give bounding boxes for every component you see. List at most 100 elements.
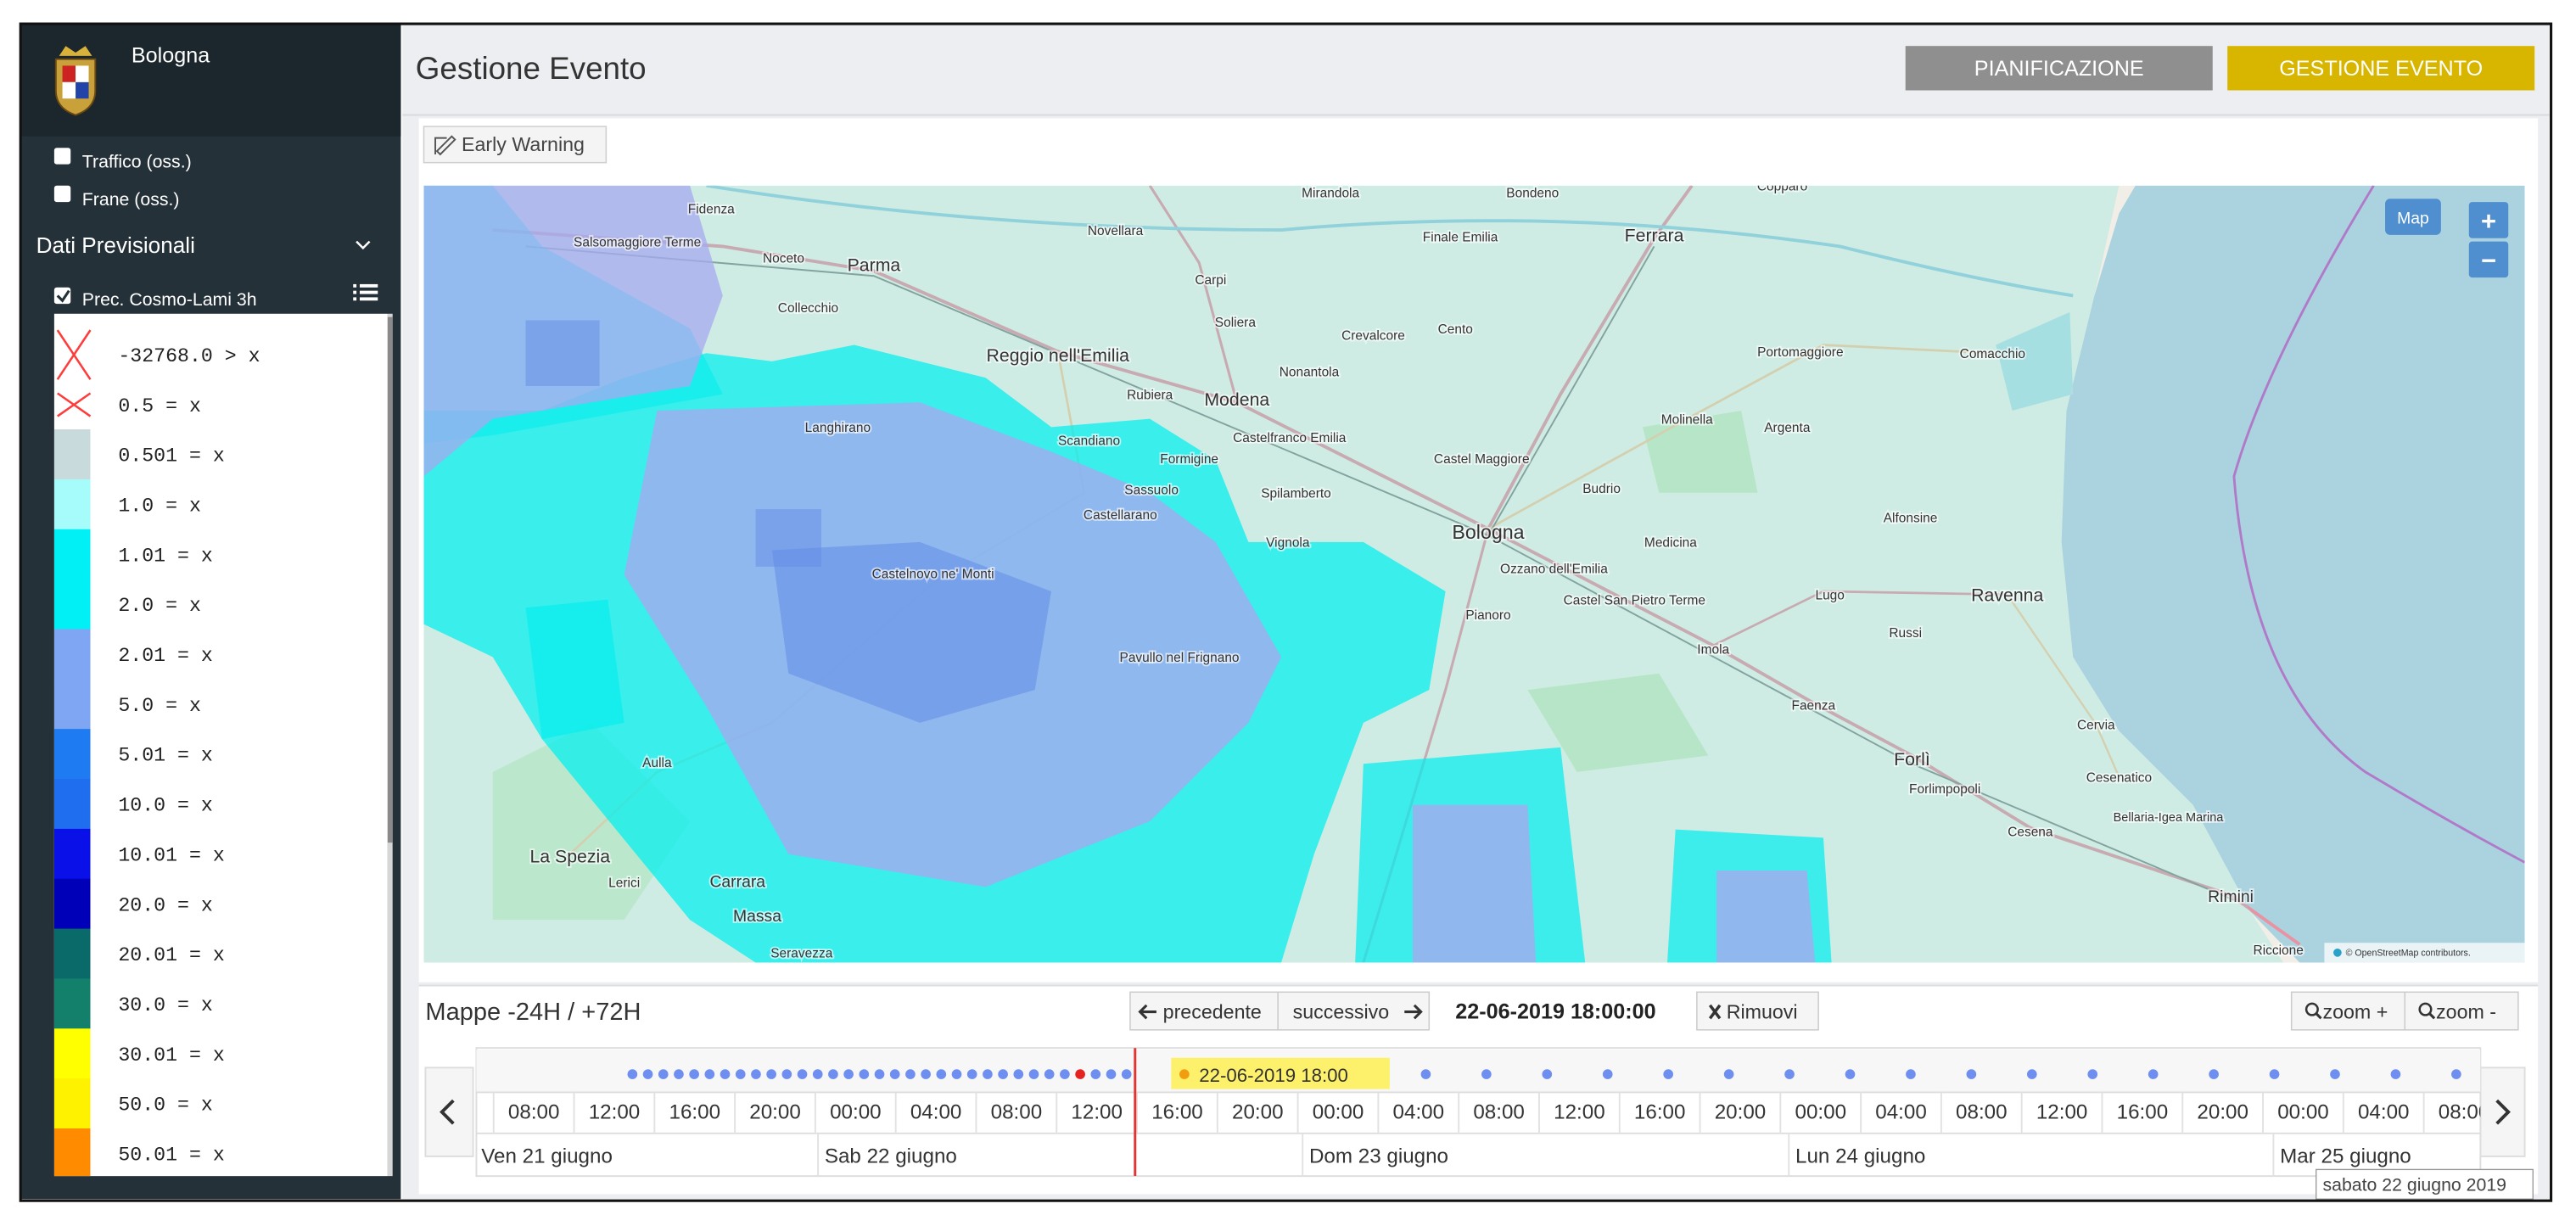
zoom-in-button[interactable] (2468, 202, 2509, 238)
current-time: 22-06-2019 18:00:00 (1455, 999, 1655, 1023)
place-label: Cervia (2077, 719, 2115, 733)
event-dot[interactable] (642, 1069, 653, 1079)
event-dot[interactable] (874, 1069, 885, 1079)
zoom-out-button[interactable] (2404, 991, 2519, 1031)
checkbox[interactable] (53, 185, 71, 203)
event-dot[interactable] (674, 1069, 684, 1079)
event-dot[interactable] (766, 1069, 776, 1079)
place-label: Faenza (1792, 698, 1836, 713)
event-dot[interactable] (2026, 1069, 2037, 1079)
place-label: Ferrara (1625, 226, 1684, 246)
selected-event-label: 22-06-2019 18:00 (1199, 1065, 1348, 1086)
legend-label: 0.501 = x (118, 445, 224, 467)
event-dot[interactable] (936, 1069, 947, 1079)
event-dot[interactable] (1906, 1069, 1916, 1079)
event-dot[interactable] (1028, 1069, 1039, 1079)
event-dot[interactable] (843, 1069, 854, 1079)
event-dot[interactable] (735, 1069, 746, 1079)
place-label: Mirandola (1302, 186, 1359, 200)
attribution-bg (2324, 943, 2525, 963)
event-dot[interactable] (2209, 1069, 2219, 1079)
event-dot[interactable] (781, 1069, 792, 1079)
event-dot[interactable] (751, 1069, 761, 1079)
event-dot[interactable] (2390, 1069, 2401, 1079)
place-label: Castelfranco Emilia (1233, 431, 1347, 445)
place-label: Modena (1204, 389, 1269, 410)
event-dot[interactable] (1075, 1069, 1085, 1079)
section-title: Dati Previsionali (36, 232, 195, 258)
next-button[interactable] (1277, 991, 1431, 1031)
event-dot[interactable] (812, 1069, 823, 1079)
precip-lavender (1412, 804, 1537, 963)
active-layer: Prec. Cosmo-Lami 3h (82, 289, 257, 310)
layer-button[interactable] (2385, 199, 2441, 235)
early-warning-button[interactable] (423, 126, 608, 164)
event-dot[interactable] (1602, 1069, 1613, 1079)
event-dot[interactable] (1784, 1069, 1795, 1079)
place-label: Reggio nell'Emilia (987, 345, 1130, 366)
tab-button[interactable] (2227, 46, 2535, 91)
legend-label: 0.5 = x (118, 395, 201, 417)
event-dot[interactable] (966, 1069, 977, 1079)
event-dot[interactable] (998, 1069, 1008, 1079)
trunk (1487, 344, 1993, 530)
timeline-left-button[interactable] (424, 1066, 474, 1157)
legend-label: -32768.0 > x (118, 345, 260, 367)
event-dot[interactable] (2330, 1069, 2340, 1079)
place-label: Copparo (1757, 180, 1807, 194)
place-label: Finale Emilia (1423, 231, 1498, 245)
event-dot[interactable] (1121, 1069, 1132, 1079)
tab-label: GESTIONE EVENTO (2279, 57, 2483, 81)
event-dot[interactable] (983, 1069, 993, 1079)
place-label: Massa (733, 907, 781, 926)
event-dot[interactable] (2269, 1069, 2280, 1079)
tab-button[interactable] (1905, 46, 2213, 91)
event-dot[interactable] (627, 1069, 638, 1079)
event-dot[interactable] (921, 1069, 931, 1079)
event-dot[interactable] (2451, 1069, 2461, 1079)
event-dot[interactable] (828, 1069, 838, 1079)
event-dot[interactable] (1060, 1069, 1070, 1079)
event-dot[interactable] (1106, 1069, 1117, 1079)
event-dot[interactable] (2087, 1069, 2098, 1079)
place-label: Bellaria-Igea Marina (2114, 811, 2225, 825)
day-label: Sab 22 giugno (825, 1145, 957, 1168)
event-dot[interactable] (1420, 1069, 1431, 1079)
event-dot[interactable] (704, 1069, 715, 1079)
event-dot[interactable] (689, 1069, 699, 1079)
scrollbar-thumb[interactable] (387, 316, 393, 843)
hour-label: 08:00 (1956, 1100, 2008, 1123)
selected-event[interactable] (1171, 1057, 1390, 1089)
event-dot[interactable] (720, 1069, 731, 1079)
event-dot[interactable] (1845, 1069, 1856, 1079)
event-dot[interactable] (951, 1069, 962, 1079)
event-dot[interactable] (889, 1069, 900, 1079)
event-dot[interactable] (1966, 1069, 1977, 1079)
magnifier-handle (2315, 1012, 2322, 1020)
legend-toggle[interactable] (353, 283, 378, 301)
legend-swatch (53, 779, 91, 831)
event-dot[interactable] (1542, 1069, 1553, 1079)
event-dot[interactable] (1481, 1069, 1492, 1079)
checkbox-checked[interactable] (53, 287, 71, 305)
zoom-out-button[interactable] (2468, 241, 2509, 278)
event-dot[interactable] (859, 1069, 870, 1079)
legend: -32768.0 > x 0.5 = x 0.501 = x 1.0 = x 1.01 … (53, 329, 260, 1177)
event-dot[interactable] (1663, 1069, 1673, 1079)
event-dot[interactable] (905, 1069, 916, 1079)
precip-blue (755, 509, 821, 567)
checkbox[interactable] (53, 148, 71, 165)
hour-label: 00:00 (1313, 1100, 1364, 1123)
hour-label: 20:00 (2197, 1100, 2248, 1123)
legend-swatch (53, 529, 91, 580)
zoom-out-label: − (2481, 245, 2496, 275)
event-dot[interactable] (1013, 1069, 1024, 1079)
event-dot[interactable] (2148, 1069, 2159, 1079)
event-dot[interactable] (1723, 1069, 1734, 1079)
event-dot[interactable] (1044, 1069, 1055, 1079)
event-dot[interactable] (797, 1069, 808, 1079)
event-dot[interactable] (658, 1069, 669, 1079)
timeline-right-button[interactable] (2479, 1066, 2526, 1157)
event-dot[interactable] (1090, 1069, 1101, 1079)
place-label: Alfonsine (1884, 512, 1938, 526)
